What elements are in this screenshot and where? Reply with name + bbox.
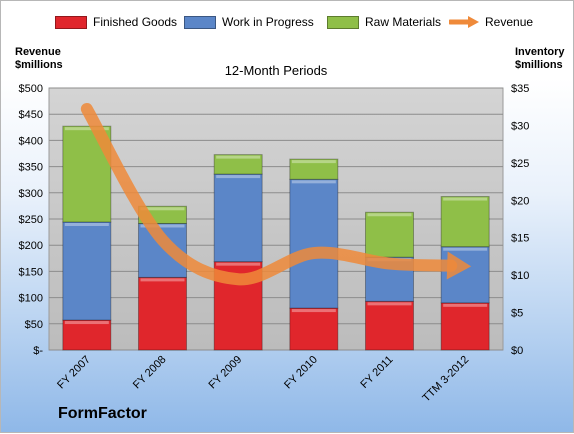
chart-title: 12-Month Periods	[225, 63, 328, 78]
bar-raw-materials	[440, 196, 490, 248]
right-tick-label: $30	[511, 120, 529, 132]
right-tick-label: $15	[511, 233, 529, 245]
x-category-label: FY 2008	[131, 354, 169, 392]
left-tick-label: $150	[19, 266, 43, 278]
right-tick-label: $10	[511, 270, 529, 282]
left-tick-label: $-	[33, 345, 43, 357]
left-axis-title-line2: $millions	[15, 59, 63, 71]
bar-highlight	[64, 127, 109, 131]
bar-raw-materials	[213, 154, 263, 175]
bars	[62, 125, 490, 351]
bar-highlight	[216, 262, 261, 266]
x-category-label: FY 2010	[282, 354, 320, 392]
legend-label-work-in-progress: Work in Progress	[222, 15, 314, 29]
bar-work-in-progress	[213, 173, 263, 263]
legend: Finished Goods Work in Progress Raw Mate…	[1, 15, 574, 35]
bar-highlight	[140, 207, 185, 211]
bar-finished-goods	[62, 319, 112, 351]
left-tick-label: $200	[19, 240, 43, 252]
left-axis-title: Revenue $millions	[15, 46, 63, 72]
bar-raw-materials	[365, 211, 414, 258]
bar-work-in-progress	[289, 178, 339, 309]
bar-work-in-progress	[62, 221, 112, 321]
bar-highlight	[216, 155, 261, 159]
left-tick-label: $250	[19, 214, 43, 226]
bar-highlight	[64, 222, 109, 226]
legend-label-raw-materials: Raw Materials	[365, 15, 442, 29]
right-tick-label: $0	[511, 345, 523, 357]
revenue-line	[80, 102, 472, 286]
x-axis-labels: FY 2007 FY 2008 FY 2009 FY 2010 FY 2011 TTM 3…	[55, 354, 471, 405]
bar-highlight	[443, 197, 488, 201]
bar-highlight	[443, 247, 488, 251]
x-category-label: FY 2007	[55, 354, 93, 392]
left-tick-label: $450	[19, 109, 43, 121]
left-tick-label: $400	[19, 135, 43, 147]
revenue-line-path	[80, 102, 458, 286]
left-tick-label: $300	[19, 188, 43, 200]
x-category-label: FY 2011	[358, 354, 395, 391]
revenue-arrowhead	[446, 251, 472, 280]
bar-highlight	[291, 180, 336, 184]
right-tick-label: $20	[511, 195, 529, 207]
x-category-label: TTM 3-2012	[420, 354, 471, 405]
bar-finished-goods	[289, 307, 339, 351]
bar-highlight	[291, 309, 336, 313]
bar-raw-materials	[289, 158, 339, 180]
legend-label-finished-goods: Finished Goods	[93, 15, 178, 29]
legend-swatch-raw-materials	[327, 15, 359, 29]
right-axis-title-line1: Inventory	[515, 46, 565, 58]
right-axis-ticks: $0 $5 $10 $15 $20 $25 $30 $35	[511, 83, 529, 357]
legend-item-revenue: Revenue	[449, 15, 533, 29]
bar-highlight	[216, 175, 261, 179]
bar-finished-goods	[365, 300, 414, 351]
legend-swatch-work-in-progress	[184, 15, 216, 29]
legend-swatch-finished-goods	[55, 15, 87, 29]
bar-highlight	[140, 224, 185, 228]
bar-finished-goods	[138, 276, 187, 351]
left-tick-label: $100	[19, 293, 43, 305]
bar-highlight	[64, 321, 109, 325]
legend-item-work-in-progress: Work in Progress	[184, 15, 314, 29]
right-axis-title-line2: $millions	[515, 59, 563, 71]
legend-label-revenue: Revenue	[485, 15, 534, 29]
bar-highlight	[367, 213, 412, 217]
gridlines	[49, 87, 503, 351]
left-tick-label: $350	[19, 162, 43, 174]
bar-highlight	[140, 278, 185, 282]
company-name: FormFactor	[58, 405, 147, 422]
right-axis-title: Inventory $millions	[515, 46, 565, 72]
bar-highlight	[367, 302, 412, 306]
left-axis-title-line1: Revenue	[15, 46, 61, 58]
bar-highlight	[443, 303, 488, 307]
right-tick-label: $5	[511, 308, 523, 320]
right-tick-label: $35	[511, 83, 529, 95]
legend-item-finished-goods: Finished Goods	[55, 15, 177, 29]
left-tick-label: $500	[19, 83, 43, 95]
left-tick-label: $50	[25, 319, 43, 331]
right-tick-label: $25	[511, 158, 529, 170]
x-category-label: FY 2009	[207, 354, 245, 392]
bar-highlight	[291, 160, 336, 164]
legend-item-raw-materials: Raw Materials	[327, 15, 441, 29]
bar-finished-goods	[440, 302, 490, 351]
legend-arrow-icon	[449, 16, 479, 28]
left-axis-ticks: $- $50 $100 $150 $200 $250 $300 $350 $400 $450 $50…	[19, 83, 44, 357]
